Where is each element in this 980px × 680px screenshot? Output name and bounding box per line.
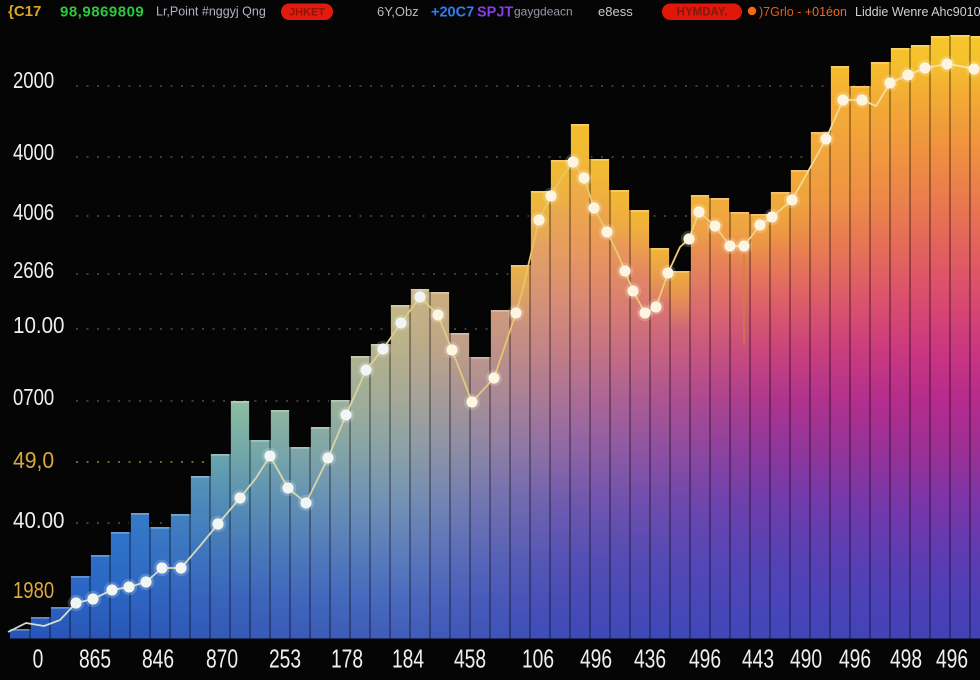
svg-text:SPJT: SPJT (477, 5, 513, 21)
svg-text:Lr,Point #nggyj Qng: Lr,Point #nggyj Qng (156, 5, 266, 19)
svg-text:49,0: 49,0 (13, 447, 54, 473)
svg-text:40.00: 40.00 (13, 507, 65, 533)
svg-text:98,9869809: 98,9869809 (60, 4, 144, 21)
svg-text:496: 496 (689, 644, 721, 674)
svg-text:0: 0 (33, 644, 44, 674)
svg-text:e8ess: e8ess (598, 4, 633, 19)
svg-text:865: 865 (79, 644, 111, 674)
svg-text:436: 436 (634, 644, 666, 674)
svg-text:+20C7: +20C7 (431, 5, 474, 21)
svg-text:106: 106 (522, 644, 554, 674)
svg-text:6Y,Obz: 6Y,Obz (377, 4, 419, 19)
svg-text:)7Grlo - +01éon: )7Grlo - +01éon (759, 5, 847, 19)
svg-text:443: 443 (742, 644, 774, 674)
svg-text:498: 498 (890, 644, 922, 674)
svg-text:HYMDAY.: HYMDAY. (677, 7, 728, 19)
svg-text:496: 496 (839, 644, 871, 674)
svg-text:496: 496 (936, 644, 968, 674)
svg-text:{C17: {C17 (8, 3, 41, 20)
svg-text:458: 458 (454, 644, 486, 674)
svg-text:870: 870 (206, 644, 238, 674)
svg-text:1980: 1980 (13, 577, 54, 603)
svg-text:178: 178 (331, 644, 363, 674)
svg-text:253: 253 (269, 644, 301, 674)
svg-text:Liddie Wenre Ahc9010: Liddie Wenre Ahc9010 (855, 5, 980, 19)
svg-text:2606: 2606 (13, 257, 54, 283)
svg-text:0700: 0700 (13, 384, 54, 410)
svg-text:490: 490 (790, 644, 822, 674)
svg-text:gaygdeacn: gaygdeacn (514, 5, 573, 19)
svg-text:496: 496 (580, 644, 612, 674)
svg-text:10.00: 10.00 (13, 312, 65, 338)
svg-text:846: 846 (142, 644, 174, 674)
svg-text:4000: 4000 (13, 139, 54, 165)
svg-text:JHKET: JHKET (289, 7, 325, 19)
svg-text:2000: 2000 (13, 67, 54, 93)
svg-text:4006: 4006 (13, 199, 54, 225)
svg-text:184: 184 (392, 644, 424, 674)
